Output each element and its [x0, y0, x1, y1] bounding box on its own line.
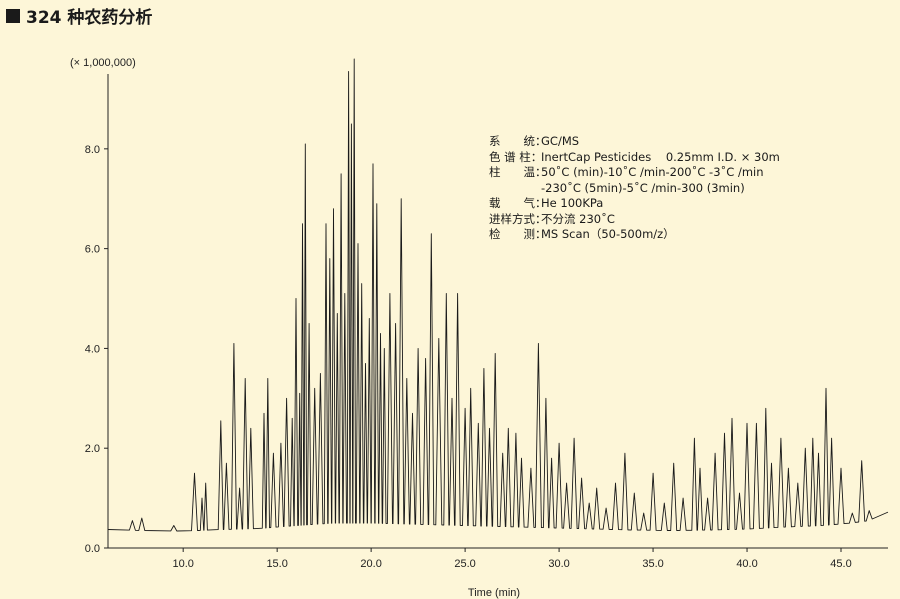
condition-row: 载 气： He 100KPa — [489, 196, 780, 212]
y-unit-label: (× 1,000,000) — [70, 57, 136, 69]
y-tick-label: 0.0 — [85, 543, 100, 555]
x-tick-label: 45.0 — [830, 558, 851, 570]
x-tick-label: 25.0 — [454, 558, 475, 570]
condition-value: GC/MS — [541, 134, 580, 148]
condition-row: 系 统： GC/MS — [489, 134, 780, 150]
condition-key: 载 气： — [489, 196, 547, 210]
x-tick-label: 20.0 — [360, 558, 381, 570]
x-axis-label: Time (min) — [468, 587, 520, 599]
x-tick-label: 30.0 — [548, 558, 569, 570]
condition-value: MS Scan（50-500m/z） — [541, 227, 675, 241]
axes — [107, 74, 888, 549]
x-ticks: 10.0 15.0 20.0 25.0 30.0 35.0 40.0 45.0 — [172, 548, 852, 570]
condition-row: -230˚C (5min)-5˚C /min-300 (3min) — [489, 181, 780, 197]
x-tick-label: 15.0 — [266, 558, 287, 570]
y-tick-label: 4.0 — [85, 343, 100, 355]
chromatogram-trace — [107, 58, 889, 532]
condition-value: -230˚C (5min)-5˚C /min-300 (3min) — [541, 180, 745, 195]
condition-row: 进样方式： 不分流 230˚C — [489, 212, 780, 228]
chart-title: 324 种农药分析 — [6, 3, 152, 28]
condition-key: 柱 温： — [489, 165, 547, 179]
condition-key: 色 谱 柱： — [489, 149, 543, 164]
condition-value: InertCap Pesticides 0.25mm I.D. × 30m — [541, 149, 780, 164]
title-square-icon — [6, 8, 20, 23]
condition-row: 柱 温： 50˚C (min)-10˚C /min-200˚C -3˚C /min — [489, 165, 780, 181]
condition-key: 检 测： — [489, 227, 547, 241]
y-tick-label: 6.0 — [85, 244, 100, 256]
condition-value: 50˚C (min)-10˚C /min-200˚C -3˚C /min — [541, 165, 764, 179]
analysis-conditions: 系 统： GC/MS 色 谱 柱： InertCap Pesticides 0.25m… — [489, 134, 780, 243]
x-tick-label: 10.0 — [172, 558, 193, 570]
condition-value: 不分流 230˚C — [541, 211, 615, 226]
chart-title-text: 324 种农药分析 — [26, 8, 153, 28]
condition-key: 系 统： — [489, 134, 547, 148]
y-ticks: 0.0 2.0 4.0 6.0 8.0 — [85, 144, 108, 555]
y-tick-label: 8.0 — [85, 144, 100, 156]
condition-row: 色 谱 柱： InertCap Pesticides 0.25mm I.D. × … — [489, 150, 780, 166]
condition-value: He 100KPa — [541, 196, 604, 210]
x-tick-label: 40.0 — [736, 558, 757, 570]
x-tick-label: 35.0 — [642, 558, 663, 570]
condition-row: 检 测： MS Scan（50-500m/z） — [489, 227, 780, 243]
condition-key — [489, 181, 541, 197]
y-tick-label: 2.0 — [85, 443, 100, 455]
condition-key: 进样方式： — [489, 211, 547, 226]
